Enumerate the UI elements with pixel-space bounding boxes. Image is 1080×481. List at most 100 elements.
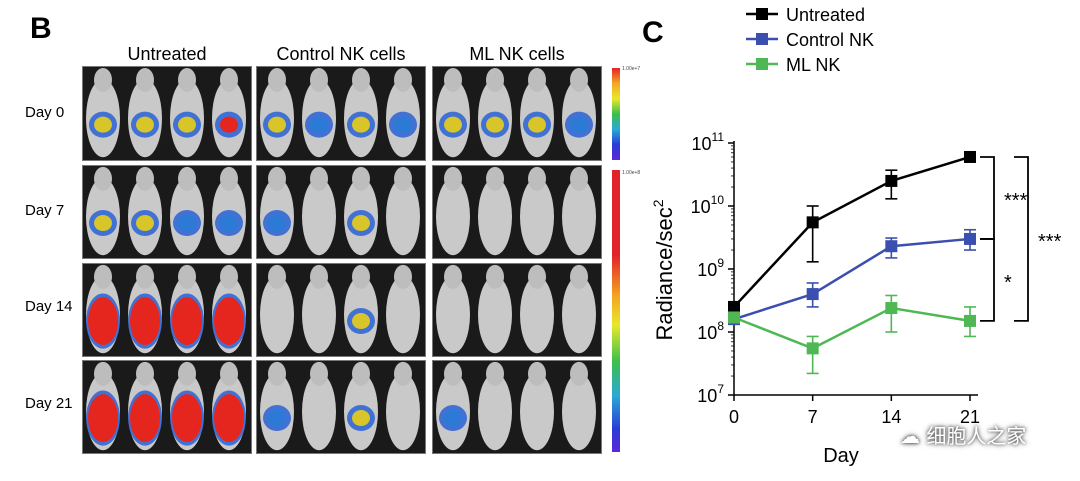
mouse-image	[386, 361, 420, 451]
data-point	[964, 314, 976, 327]
series-untreated	[728, 150, 976, 313]
mouse-image	[212, 166, 246, 256]
mouse-image	[344, 264, 378, 354]
imaging-tile	[432, 165, 602, 259]
imaging-tile	[82, 263, 252, 357]
legend-entry: ML NK	[746, 55, 840, 75]
imaging-tile	[432, 66, 602, 161]
x-axis-label: Day	[823, 445, 859, 467]
mouse-image	[520, 361, 554, 451]
mouse-image	[386, 264, 420, 354]
y-tick-label: 109	[697, 256, 724, 280]
legend-swatch-marker	[756, 33, 768, 45]
mouse-image	[302, 264, 336, 354]
imaging-tile	[432, 360, 602, 454]
mouse-image	[212, 68, 246, 158]
bracket-line	[980, 156, 995, 240]
row-header-day-21: Day 21	[25, 395, 73, 412]
significance-bracket: ***	[980, 156, 1028, 240]
data-point	[806, 216, 819, 229]
imaging-tile	[256, 360, 426, 454]
x-tick-label: 14	[881, 407, 901, 427]
mouse-image	[170, 166, 204, 256]
imaging-tile	[82, 360, 252, 454]
mouse-image	[128, 166, 162, 256]
mouse-image	[436, 361, 470, 451]
bracket-line	[1014, 156, 1029, 322]
chart-series	[728, 150, 976, 375]
significance-brackets: *******	[980, 156, 1062, 322]
mouse-image	[86, 166, 120, 256]
data-point	[885, 302, 898, 315]
column-header-untreated: Untreated	[127, 44, 207, 64]
colorbar-days	[612, 170, 620, 452]
data-point	[806, 288, 819, 301]
legend-entry: Control NK	[746, 30, 874, 50]
mouse-image	[170, 68, 204, 158]
mouse-image	[260, 264, 294, 354]
data-point	[964, 232, 976, 245]
x-tick-label: 21	[960, 407, 980, 427]
significance-bracket: ***	[1014, 156, 1062, 322]
column-header-control-nk: Control NK cells	[276, 44, 406, 64]
mouse-image	[212, 361, 246, 451]
legend-label: Control NK	[786, 30, 874, 50]
mouse-image	[128, 361, 162, 451]
wechat-icon: ☁	[900, 424, 920, 448]
bracket-line	[980, 238, 995, 322]
mouse-image	[436, 166, 470, 256]
mouse-image	[478, 166, 512, 256]
y-tick-label: 1011	[692, 130, 725, 154]
mouse-image	[86, 264, 120, 354]
y-axis-label-base: Radiance/sec	[652, 207, 677, 340]
mouse-image	[478, 361, 512, 451]
mouse-image	[478, 264, 512, 354]
mouse-image	[128, 264, 162, 354]
imaging-tile	[82, 66, 252, 161]
data-point	[964, 150, 976, 163]
mouse-image	[260, 361, 294, 451]
mouse-image	[520, 166, 554, 256]
mouse-image	[128, 68, 162, 158]
y-axis-label: Radiance/sec2	[650, 199, 677, 340]
panel-b-letter: B	[30, 12, 52, 45]
mouse-image	[344, 361, 378, 451]
legend-label: ML NK	[786, 55, 840, 75]
mouse-image	[386, 166, 420, 256]
mouse-image	[86, 68, 120, 158]
data-point	[885, 240, 898, 253]
radiance-chart: C Untreated Control NK ML NK 107 108 109 1010…	[642, 5, 1062, 467]
y-tick-label: 108	[697, 319, 724, 343]
y-tick-label: 107	[697, 382, 724, 406]
mouse-image	[562, 68, 596, 158]
y-tick-label: 1010	[691, 193, 725, 217]
imaging-tile	[82, 165, 252, 259]
colorbar-label-bottom: 1.00e+8	[622, 170, 641, 176]
row-header-day-14: Day 14	[25, 298, 73, 315]
mouse-image	[520, 264, 554, 354]
y-axis-label-exponent: 2	[650, 199, 666, 207]
legend-label: Untreated	[786, 5, 865, 25]
mouse-image	[302, 166, 336, 256]
data-point	[728, 311, 740, 324]
mouse-image	[436, 264, 470, 354]
mouse-image	[562, 361, 596, 451]
series-line	[733, 306, 971, 350]
row-header-day-0: Day 0	[25, 104, 65, 121]
mouse-image	[302, 361, 336, 451]
imaging-tile	[432, 263, 602, 357]
mouse-image	[436, 68, 470, 158]
colorbar-label-top: 1.00e+7	[622, 66, 641, 72]
series-control-nk	[728, 228, 976, 326]
mouse-image	[386, 68, 420, 158]
significance-label: *	[1004, 272, 1012, 294]
data-point	[728, 300, 740, 313]
mouse-image	[478, 68, 512, 158]
mouse-image	[170, 361, 204, 451]
row-header-day-7: Day 7	[25, 202, 65, 219]
x-tick-label: 0	[729, 407, 739, 427]
series-line	[733, 155, 971, 308]
significance-label: ***	[1004, 190, 1028, 212]
series-ml-nk	[728, 294, 976, 375]
panel-c-letter: C	[642, 16, 664, 49]
